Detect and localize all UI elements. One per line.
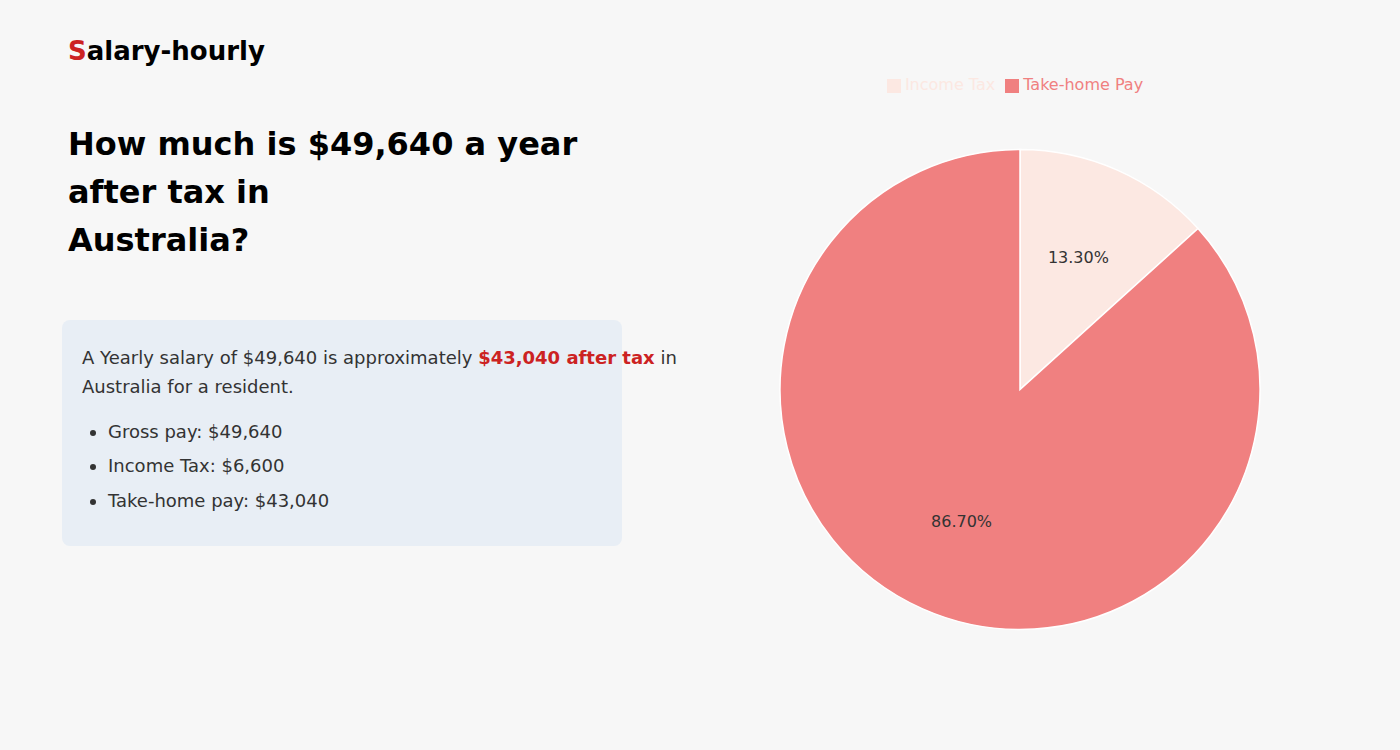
html-text:Income Tax: Income Tax (904, 75, 996, 94)
html-text:How much is $49,640 a year aft: How much is $49,640 a year after tax in (68, 125, 578, 211)
html-text:Australia for a resident.: Australia for a resident. (82, 375, 294, 397)
html-text:Australia?: Australia? (68, 221, 250, 259)
html-text:Gross pay: $49,640: Gross pay: $49,640 (108, 420, 283, 442)
html-text:Take-home pay: $43,040: Take-home pay: $43,040 (108, 490, 330, 512)
html-text:A Yearly salary of $49,640 is: A Yearly salary of $49,640 is approximat… (82, 347, 677, 368)
html-text:Take-home Pay: Take-home Pay (1023, 75, 1144, 94)
svg-text:13.30%: 13.30% (1048, 248, 1109, 267)
svg-text:86.70%: 86.70% (931, 512, 992, 531)
html-text:S alary-hourly: S alary-hourly (68, 36, 265, 66)
html-text:Income Tax: $6,600: Income Tax: $6,600 (108, 455, 285, 477)
